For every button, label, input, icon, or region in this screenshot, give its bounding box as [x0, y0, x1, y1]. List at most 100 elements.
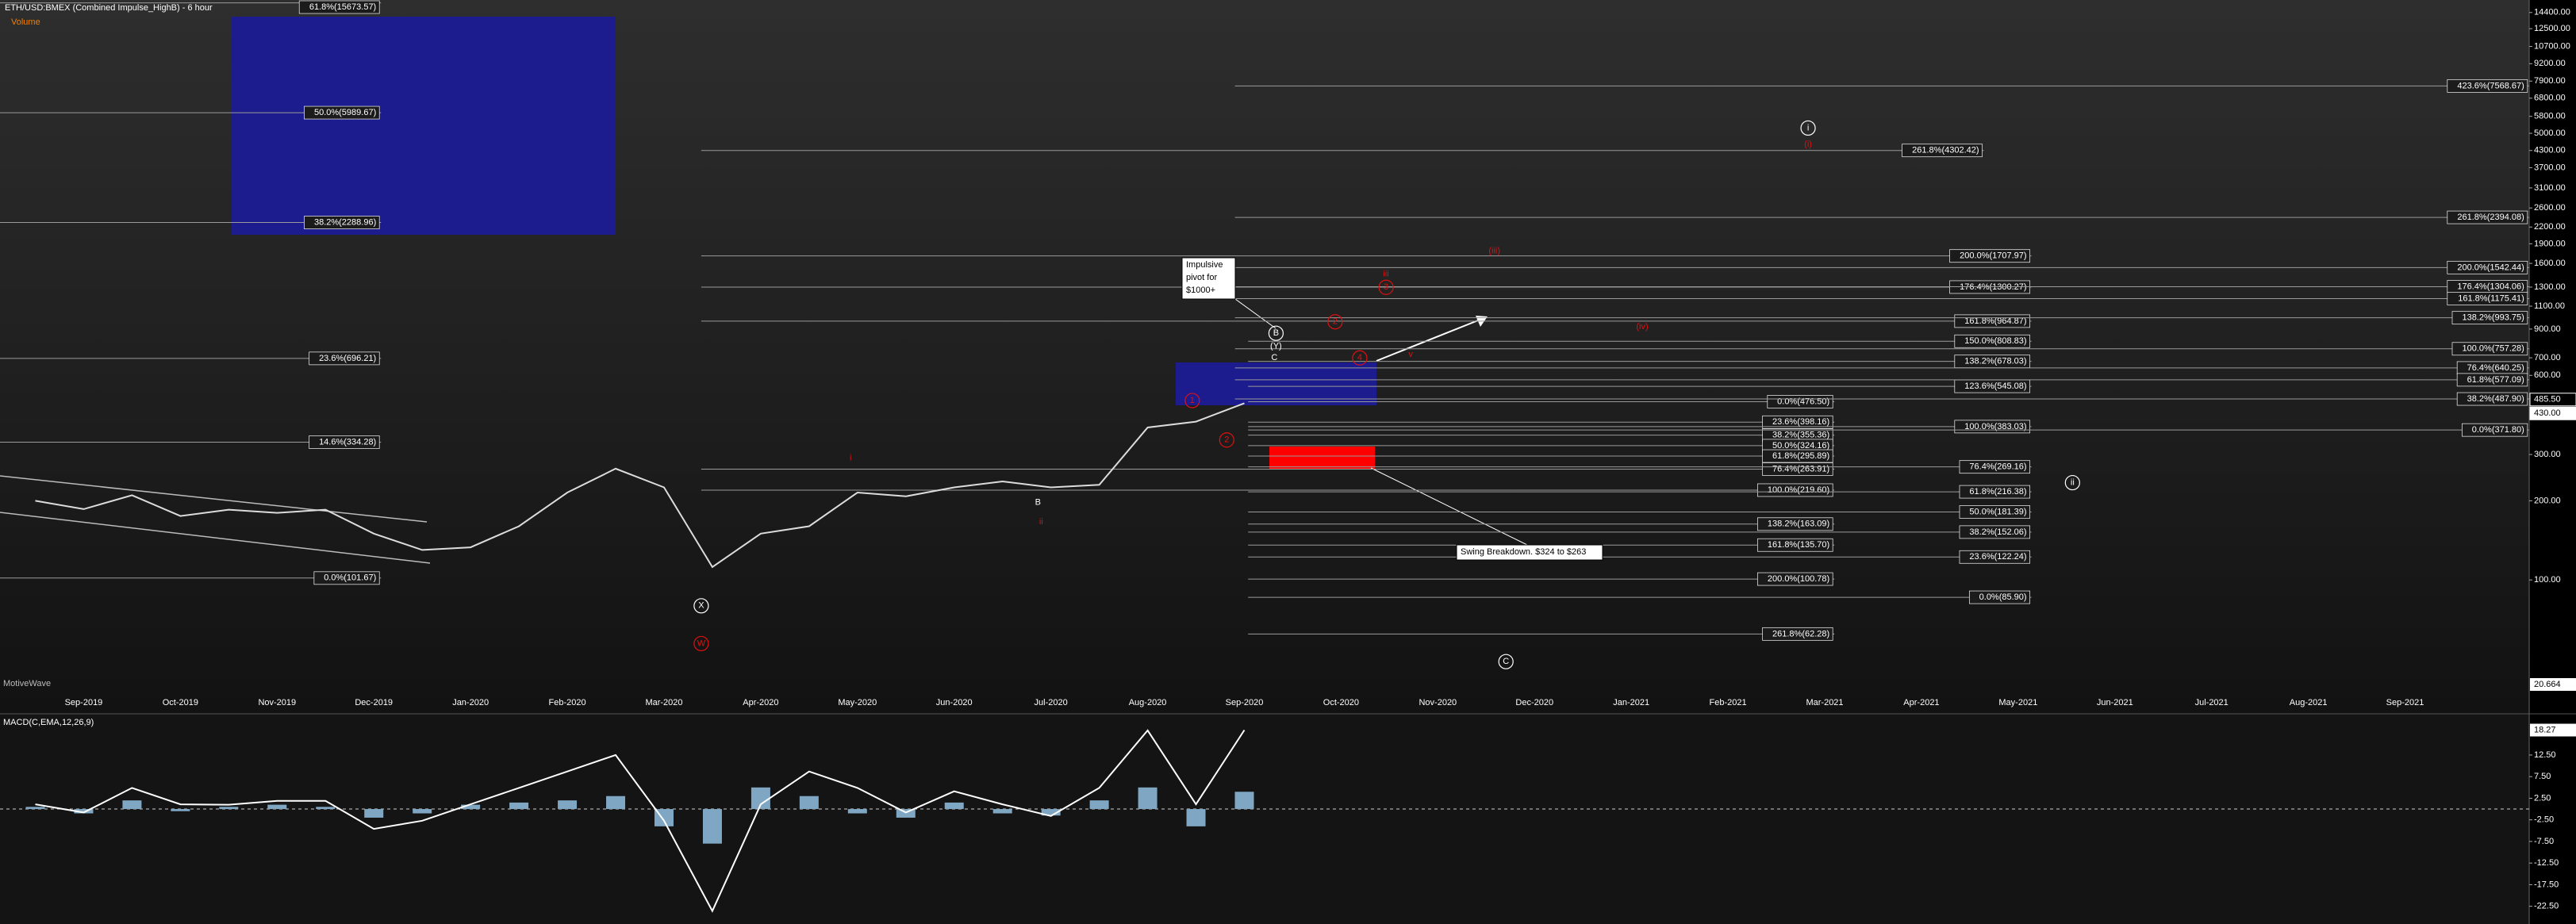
y-tick-label: 4300.00	[2534, 146, 2566, 155]
x-tick-label: Nov-2020	[1419, 698, 1457, 707]
wave-label: 4	[1357, 353, 1362, 362]
y-tick-label: 5000.00	[2534, 128, 2566, 138]
fib-label-box	[2451, 342, 2528, 356]
y-tick-label: 200.00	[2534, 496, 2561, 505]
fib-label-box	[309, 435, 380, 449]
wave-label: ii	[2071, 477, 2075, 487]
x-tick-label: Feb-2021	[1710, 698, 1747, 707]
y-tick-label: 7.50	[2534, 772, 2551, 781]
histogram-bar	[1234, 792, 1254, 810]
price-marker-label: 485.50	[2534, 395, 2561, 404]
fib-level-label: 176.4%(1304.06)	[2457, 282, 2524, 291]
fib-level-label: 423.6%(7568.67)	[2457, 81, 2524, 90]
last-value-marker	[2530, 723, 2576, 737]
y-tick-label: -22.50	[2534, 902, 2559, 911]
fib-level-label: 0.0%(476.50)	[1777, 397, 1829, 406]
fib-label-box	[313, 571, 380, 585]
y-tick-label: 2600.00	[2534, 203, 2566, 213]
histogram-bar	[799, 796, 819, 810]
wave-circle	[1219, 432, 1234, 448]
wave-label: C	[1271, 353, 1277, 362]
y-tick-label: 9200.00	[2534, 59, 2566, 68]
fib-level-label: 38.2%(487.90)	[2467, 394, 2524, 404]
x-tick-label: Jan-2020	[452, 698, 489, 707]
callout-text: $1000+	[1186, 286, 1215, 295]
x-tick-label: Jan-2021	[1613, 698, 1649, 707]
fib-level-label: 200.0%(1542.44)	[2457, 263, 2524, 272]
y-tick-label: 600.00	[2534, 370, 2561, 380]
fib-level-label: 100.0%(219.60)	[1768, 485, 1829, 495]
target-box	[232, 17, 616, 235]
y-tick-label: 12500.00	[2534, 24, 2570, 33]
histogram-bar	[267, 804, 287, 810]
wave-circle	[1268, 325, 1284, 341]
y-tick-label: 6800.00	[2534, 94, 2566, 103]
histogram-bar	[509, 802, 529, 810]
fib-level-label: 76.4%(269.16)	[1969, 462, 2026, 472]
histogram-bar	[461, 804, 481, 810]
y-tick-label: 12.50	[2534, 750, 2556, 760]
wave-label: (i)	[1804, 140, 1812, 149]
fib-level-label: 261.8%(4302.42)	[1912, 146, 1979, 155]
x-tick-label: Mar-2020	[645, 698, 682, 707]
callout-box	[1181, 257, 1236, 300]
y-tick-label: 1600.00	[2534, 259, 2566, 268]
y-tick-label: 14400.00	[2534, 8, 2570, 17]
channel-line	[0, 475, 428, 523]
histogram-bar	[1089, 800, 1109, 810]
macd-panel	[0, 714, 2529, 924]
x-tick-label: May-2021	[1998, 698, 2037, 707]
price-marker	[2529, 406, 2576, 420]
y-tick-label: 3700.00	[2534, 163, 2566, 172]
fib-label-box	[2456, 373, 2528, 387]
fib-label-box	[298, 0, 380, 14]
fib-level-label: 138.2%(163.09)	[1768, 520, 1829, 529]
histogram-bar	[122, 800, 142, 810]
wave-label: ii	[1039, 517, 1043, 527]
x-tick-label: Apr-2020	[743, 698, 778, 707]
wave-label: v	[1408, 350, 1413, 359]
chart-title: ETH/USD:BMEX (Combined Impulse_HighB) - …	[5, 3, 213, 13]
x-tick-label: Dec-2020	[1515, 698, 1553, 707]
breakdown-box	[1269, 447, 1375, 470]
y-tick-label: 3100.00	[2534, 183, 2566, 193]
x-tick-label: Oct-2020	[1323, 698, 1359, 707]
x-tick-label: Jul-2021	[2195, 698, 2229, 707]
histogram-bar	[74, 809, 94, 814]
x-tick-label: Dec-2019	[355, 698, 393, 707]
fib-level-label: 14.6%(334.28)	[319, 437, 376, 447]
histogram-bar	[896, 809, 916, 818]
channel-line	[0, 512, 431, 564]
wave-label: 3	[1384, 282, 1388, 292]
fib-label-box	[304, 216, 380, 229]
wave-label: B	[1273, 328, 1279, 338]
histogram-bar	[1186, 809, 1206, 826]
fib-level-label: 50.0%(5989.67)	[314, 108, 376, 117]
histogram-bar	[171, 809, 190, 811]
fib-level-label: 61.8%(216.38)	[1969, 487, 2026, 497]
series-line	[35, 729, 1246, 913]
y-tick-label: 2.50	[2534, 793, 2551, 803]
callout-text: Swing Breakdown. $324 to $263	[1461, 547, 1586, 557]
fib-level-label: 50.0%(324.16)	[1772, 441, 1829, 450]
x-tick-label: Aug-2020	[1129, 698, 1167, 707]
fib-label-box	[2447, 260, 2528, 274]
fib-level-label: 76.4%(263.91)	[1772, 464, 1829, 474]
fib-label-box	[1767, 395, 1833, 408]
x-tick-label: Mar-2021	[1806, 698, 1843, 707]
last-value-label: 18.27	[2534, 725, 2556, 734]
macd-title: MACD(C,EMA,12,26,9)	[3, 718, 94, 727]
fib-label-box	[1756, 572, 1833, 586]
wave-label: 2	[1224, 435, 1229, 445]
y-tick-label: 5800.00	[2534, 112, 2566, 121]
fib-level-label: 138.2%(678.03)	[1964, 357, 2026, 366]
callout-box	[1456, 544, 1603, 561]
x-tick-label: Sep-2019	[65, 698, 103, 707]
y-tick-label: -17.50	[2534, 880, 2559, 889]
wave-circle	[1800, 120, 1816, 136]
y-tick-label: 1900.00	[2534, 239, 2566, 248]
fib-label-box	[2447, 292, 2528, 305]
y-tick-label: -7.50	[2534, 837, 2554, 846]
wave-label: W	[697, 638, 706, 648]
